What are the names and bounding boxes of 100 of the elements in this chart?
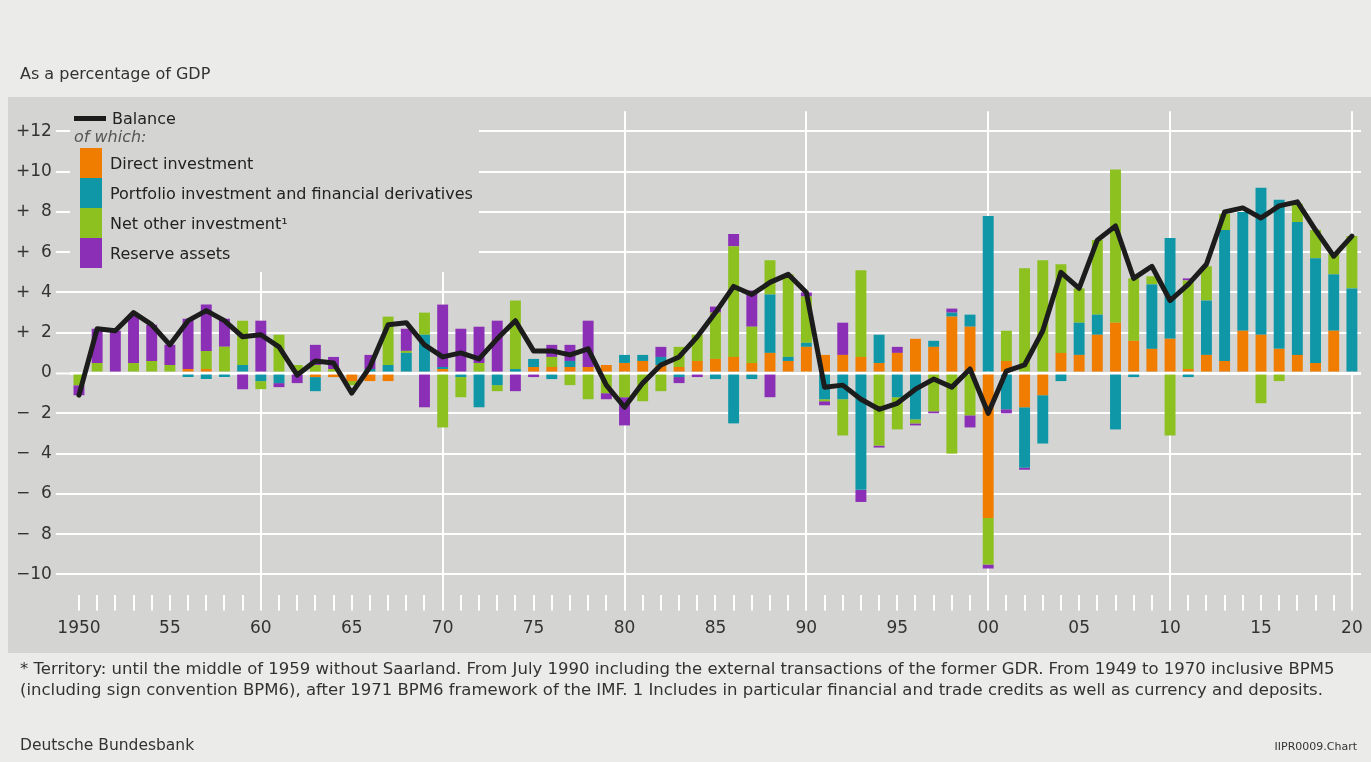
bar bbox=[746, 362, 758, 372]
bar bbox=[1000, 409, 1012, 414]
x-tick-label: 1950 bbox=[57, 617, 101, 638]
bar bbox=[382, 374, 394, 382]
bar bbox=[164, 364, 176, 372]
bar bbox=[1019, 268, 1031, 372]
bar bbox=[437, 374, 449, 428]
bar bbox=[655, 346, 667, 357]
legend-label: Balance bbox=[111, 108, 177, 128]
bar bbox=[1091, 314, 1103, 335]
bar bbox=[473, 362, 485, 372]
bar bbox=[1328, 330, 1340, 372]
bar bbox=[491, 385, 503, 392]
bar bbox=[419, 374, 430, 408]
bar bbox=[1164, 338, 1176, 372]
bar bbox=[109, 330, 121, 372]
bar bbox=[982, 518, 994, 565]
bar bbox=[619, 362, 630, 372]
legend-title: of which: bbox=[74, 127, 148, 148]
x-tick-label: 85 bbox=[704, 617, 727, 638]
x-tick-label: 80 bbox=[613, 617, 636, 638]
bar bbox=[1200, 300, 1212, 355]
x-tick-label: 60 bbox=[250, 617, 272, 638]
x-tick-label: 55 bbox=[159, 617, 181, 638]
y-tick-label: + 2 bbox=[16, 321, 52, 342]
bar bbox=[1037, 374, 1049, 396]
bar bbox=[1237, 330, 1249, 372]
bar bbox=[764, 352, 776, 372]
legend-label: Reserve assets bbox=[109, 242, 232, 265]
bar bbox=[1000, 330, 1012, 361]
y-tick-label: −10 bbox=[15, 562, 52, 583]
y-tick-label: + 6 bbox=[16, 240, 52, 261]
bar bbox=[1164, 374, 1176, 436]
bar bbox=[982, 564, 994, 569]
bar bbox=[1273, 199, 1285, 349]
bar bbox=[619, 374, 630, 398]
x-tick-label: 90 bbox=[795, 617, 818, 638]
bar bbox=[1182, 369, 1194, 372]
bar bbox=[1110, 374, 1121, 430]
bar bbox=[346, 374, 358, 382]
y-tick-label: − 4 bbox=[16, 442, 52, 463]
bar bbox=[637, 360, 649, 372]
bar bbox=[1073, 322, 1085, 355]
bar bbox=[1091, 240, 1103, 315]
bar bbox=[182, 369, 194, 372]
bar bbox=[637, 354, 649, 361]
legend-label: Direct investment bbox=[109, 152, 255, 175]
bar bbox=[400, 328, 412, 351]
x-tick-label: 00 bbox=[977, 617, 1000, 638]
bar bbox=[419, 312, 430, 335]
bar bbox=[964, 415, 976, 428]
text: IIPR0009.Chart bbox=[1274, 740, 1357, 753]
bar bbox=[1273, 348, 1285, 372]
bar bbox=[1128, 278, 1140, 341]
y-tick-label: − 6 bbox=[16, 482, 52, 503]
legend-label: Portfolio investment and financial derivatives bbox=[109, 182, 473, 205]
bar bbox=[1073, 354, 1085, 372]
bar bbox=[1255, 334, 1267, 372]
bar bbox=[728, 356, 740, 372]
bar bbox=[928, 346, 940, 372]
bar bbox=[709, 358, 721, 372]
bar bbox=[1346, 288, 1358, 372]
bar bbox=[1019, 467, 1031, 470]
bar bbox=[1037, 395, 1049, 444]
bar bbox=[910, 423, 921, 426]
bar bbox=[255, 381, 267, 390]
bar bbox=[309, 364, 321, 372]
bar bbox=[473, 374, 485, 408]
bar bbox=[855, 356, 867, 372]
bar bbox=[273, 383, 285, 388]
bar bbox=[619, 354, 630, 363]
bar bbox=[746, 326, 758, 363]
bar bbox=[255, 374, 267, 382]
bar bbox=[873, 334, 885, 363]
bar bbox=[237, 364, 249, 372]
x-tick-label: 75 bbox=[522, 617, 545, 638]
bar bbox=[1182, 280, 1194, 370]
bar bbox=[873, 445, 885, 448]
x-tick-label: 05 bbox=[1068, 617, 1090, 638]
bar bbox=[946, 316, 958, 372]
bar bbox=[982, 374, 994, 519]
bar bbox=[910, 338, 921, 372]
y-tick-label: + 8 bbox=[16, 200, 52, 221]
bar bbox=[455, 377, 467, 398]
bar bbox=[400, 350, 412, 353]
bar bbox=[218, 346, 230, 372]
bar bbox=[1291, 354, 1303, 372]
bar bbox=[382, 364, 394, 372]
x-tick-label: 15 bbox=[1250, 617, 1272, 638]
bar bbox=[982, 215, 994, 372]
bar bbox=[1291, 221, 1303, 355]
bar bbox=[582, 374, 594, 400]
bar bbox=[509, 374, 521, 392]
bar bbox=[946, 374, 958, 454]
bar bbox=[873, 362, 885, 372]
bar bbox=[564, 367, 576, 372]
bar bbox=[819, 401, 830, 406]
bar bbox=[1146, 276, 1158, 285]
bar bbox=[128, 362, 139, 372]
text: * Territory: until the middle of 1959 without Saarland. From July 1990 including the external transactions of the former GDR. From 1949 to 1970 inclusive BPM5 (including sign convention BPM6), after 1971 BPM6 framework of the IMF. 1 Includes in particular financial and trade credits as well as currency and deposits. bbox=[20, 658, 1336, 700]
